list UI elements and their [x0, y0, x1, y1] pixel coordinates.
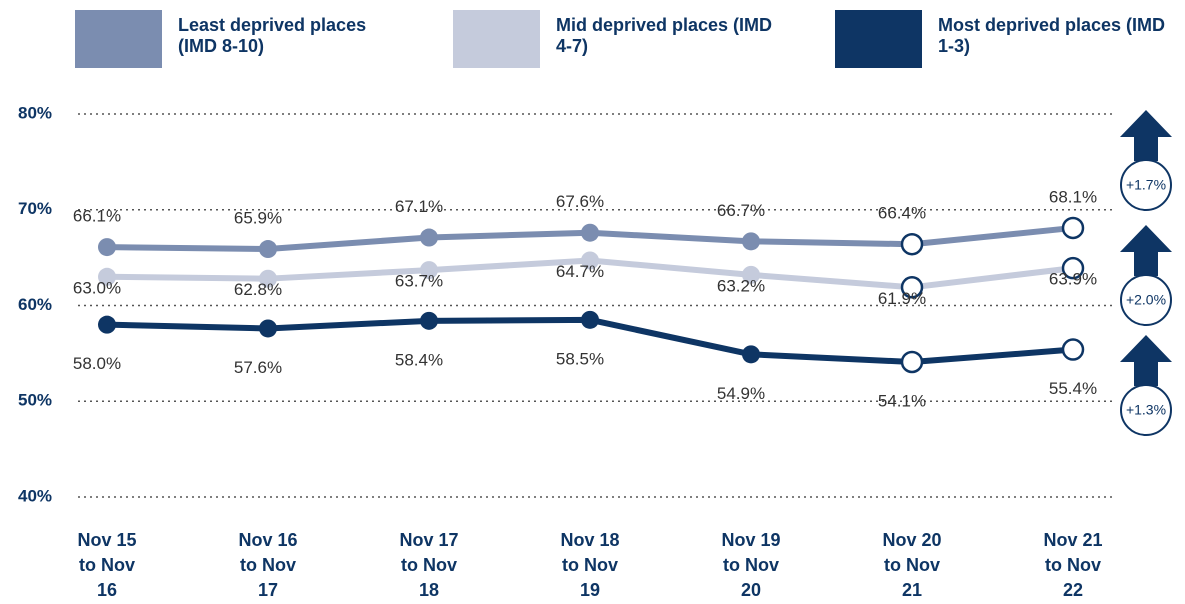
- x-tick-label: Nov 19 to Nov 20: [721, 530, 781, 600]
- value-label: 62.8%: [234, 280, 282, 299]
- point-marker: [581, 310, 599, 329]
- point-marker: [259, 319, 277, 338]
- point-marker: [420, 311, 438, 330]
- point-marker: [259, 240, 277, 259]
- value-label: 63.0%: [73, 278, 121, 297]
- value-label: 66.7%: [717, 201, 765, 220]
- annotation-circle: [1120, 274, 1172, 326]
- point-marker: [1061, 216, 1085, 240]
- point-marker: [259, 269, 277, 288]
- point-marker: [581, 251, 599, 270]
- point-marker: [900, 350, 924, 374]
- annotation-circle: [1120, 384, 1172, 436]
- x-tick-label: Nov 16 to Nov 17: [238, 530, 298, 600]
- arrow-icon: [1120, 225, 1172, 276]
- value-label: 67.1%: [395, 197, 443, 216]
- value-label: 61.9%: [878, 289, 926, 308]
- change-annotation: +1.7%: [1126, 177, 1166, 193]
- legend-swatch: [453, 10, 540, 68]
- legend-label: Most deprived places (IMD 1-3): [938, 15, 1166, 56]
- point-marker: [900, 276, 924, 299]
- x-tick-label: Nov 17 to Nov 18: [399, 530, 459, 600]
- point-marker: [900, 232, 924, 256]
- legend-swatch: [835, 10, 922, 68]
- value-label: 65.9%: [234, 208, 282, 227]
- point-marker: [1061, 338, 1085, 361]
- y-tick-label: 80%: [18, 103, 52, 122]
- value-label: 66.1%: [73, 207, 121, 226]
- point-marker: [98, 315, 116, 334]
- point-marker: [581, 223, 599, 242]
- x-tick-label: Nov 21 to Nov 22: [1043, 530, 1103, 600]
- point-marker: [742, 345, 760, 364]
- x-tick-label: Nov 15 to Nov 16: [77, 530, 137, 600]
- value-label: 57.6%: [234, 358, 282, 377]
- point-marker: [420, 261, 438, 280]
- x-tick-label: Nov 18 to Nov 19: [560, 530, 620, 600]
- y-tick-label: 50%: [18, 391, 52, 410]
- value-label: 55.4%: [1049, 379, 1097, 398]
- arrow-icon: [1120, 110, 1172, 161]
- point-marker: [420, 228, 438, 247]
- change-annotation: +2.0%: [1126, 292, 1166, 308]
- annotation-circle: [1120, 159, 1172, 211]
- point-marker: [742, 265, 760, 284]
- y-tick-label: 40%: [18, 486, 52, 505]
- point-marker: [1061, 256, 1085, 280]
- legend-label: Least deprived places (IMD 8-10): [178, 15, 367, 56]
- value-label: 64.7%: [556, 262, 604, 281]
- legend-swatch: [75, 10, 162, 68]
- value-label: 58.0%: [73, 354, 121, 373]
- value-label: 67.6%: [556, 192, 604, 211]
- arrow-icon: [1120, 335, 1172, 386]
- point-marker: [742, 232, 760, 251]
- value-label: 58.4%: [395, 350, 443, 369]
- point-marker: [98, 238, 116, 257]
- change-annotation: +1.3%: [1126, 402, 1166, 418]
- value-label: 66.4%: [878, 204, 926, 223]
- x-tick-label: Nov 20 to Nov 21: [882, 530, 942, 600]
- value-label: 63.7%: [395, 272, 443, 291]
- y-tick-label: 60%: [18, 295, 52, 314]
- legend-label: Mid deprived places (IMD 4-7): [556, 15, 773, 56]
- value-label: 54.9%: [717, 384, 765, 403]
- value-label: 58.5%: [556, 349, 604, 368]
- value-label: 63.2%: [717, 276, 765, 295]
- value-label: 68.1%: [1049, 187, 1097, 206]
- value-label: 63.9%: [1049, 270, 1097, 289]
- y-tick-label: 70%: [18, 199, 52, 218]
- point-marker: [98, 267, 116, 286]
- value-label: 54.1%: [878, 391, 926, 410]
